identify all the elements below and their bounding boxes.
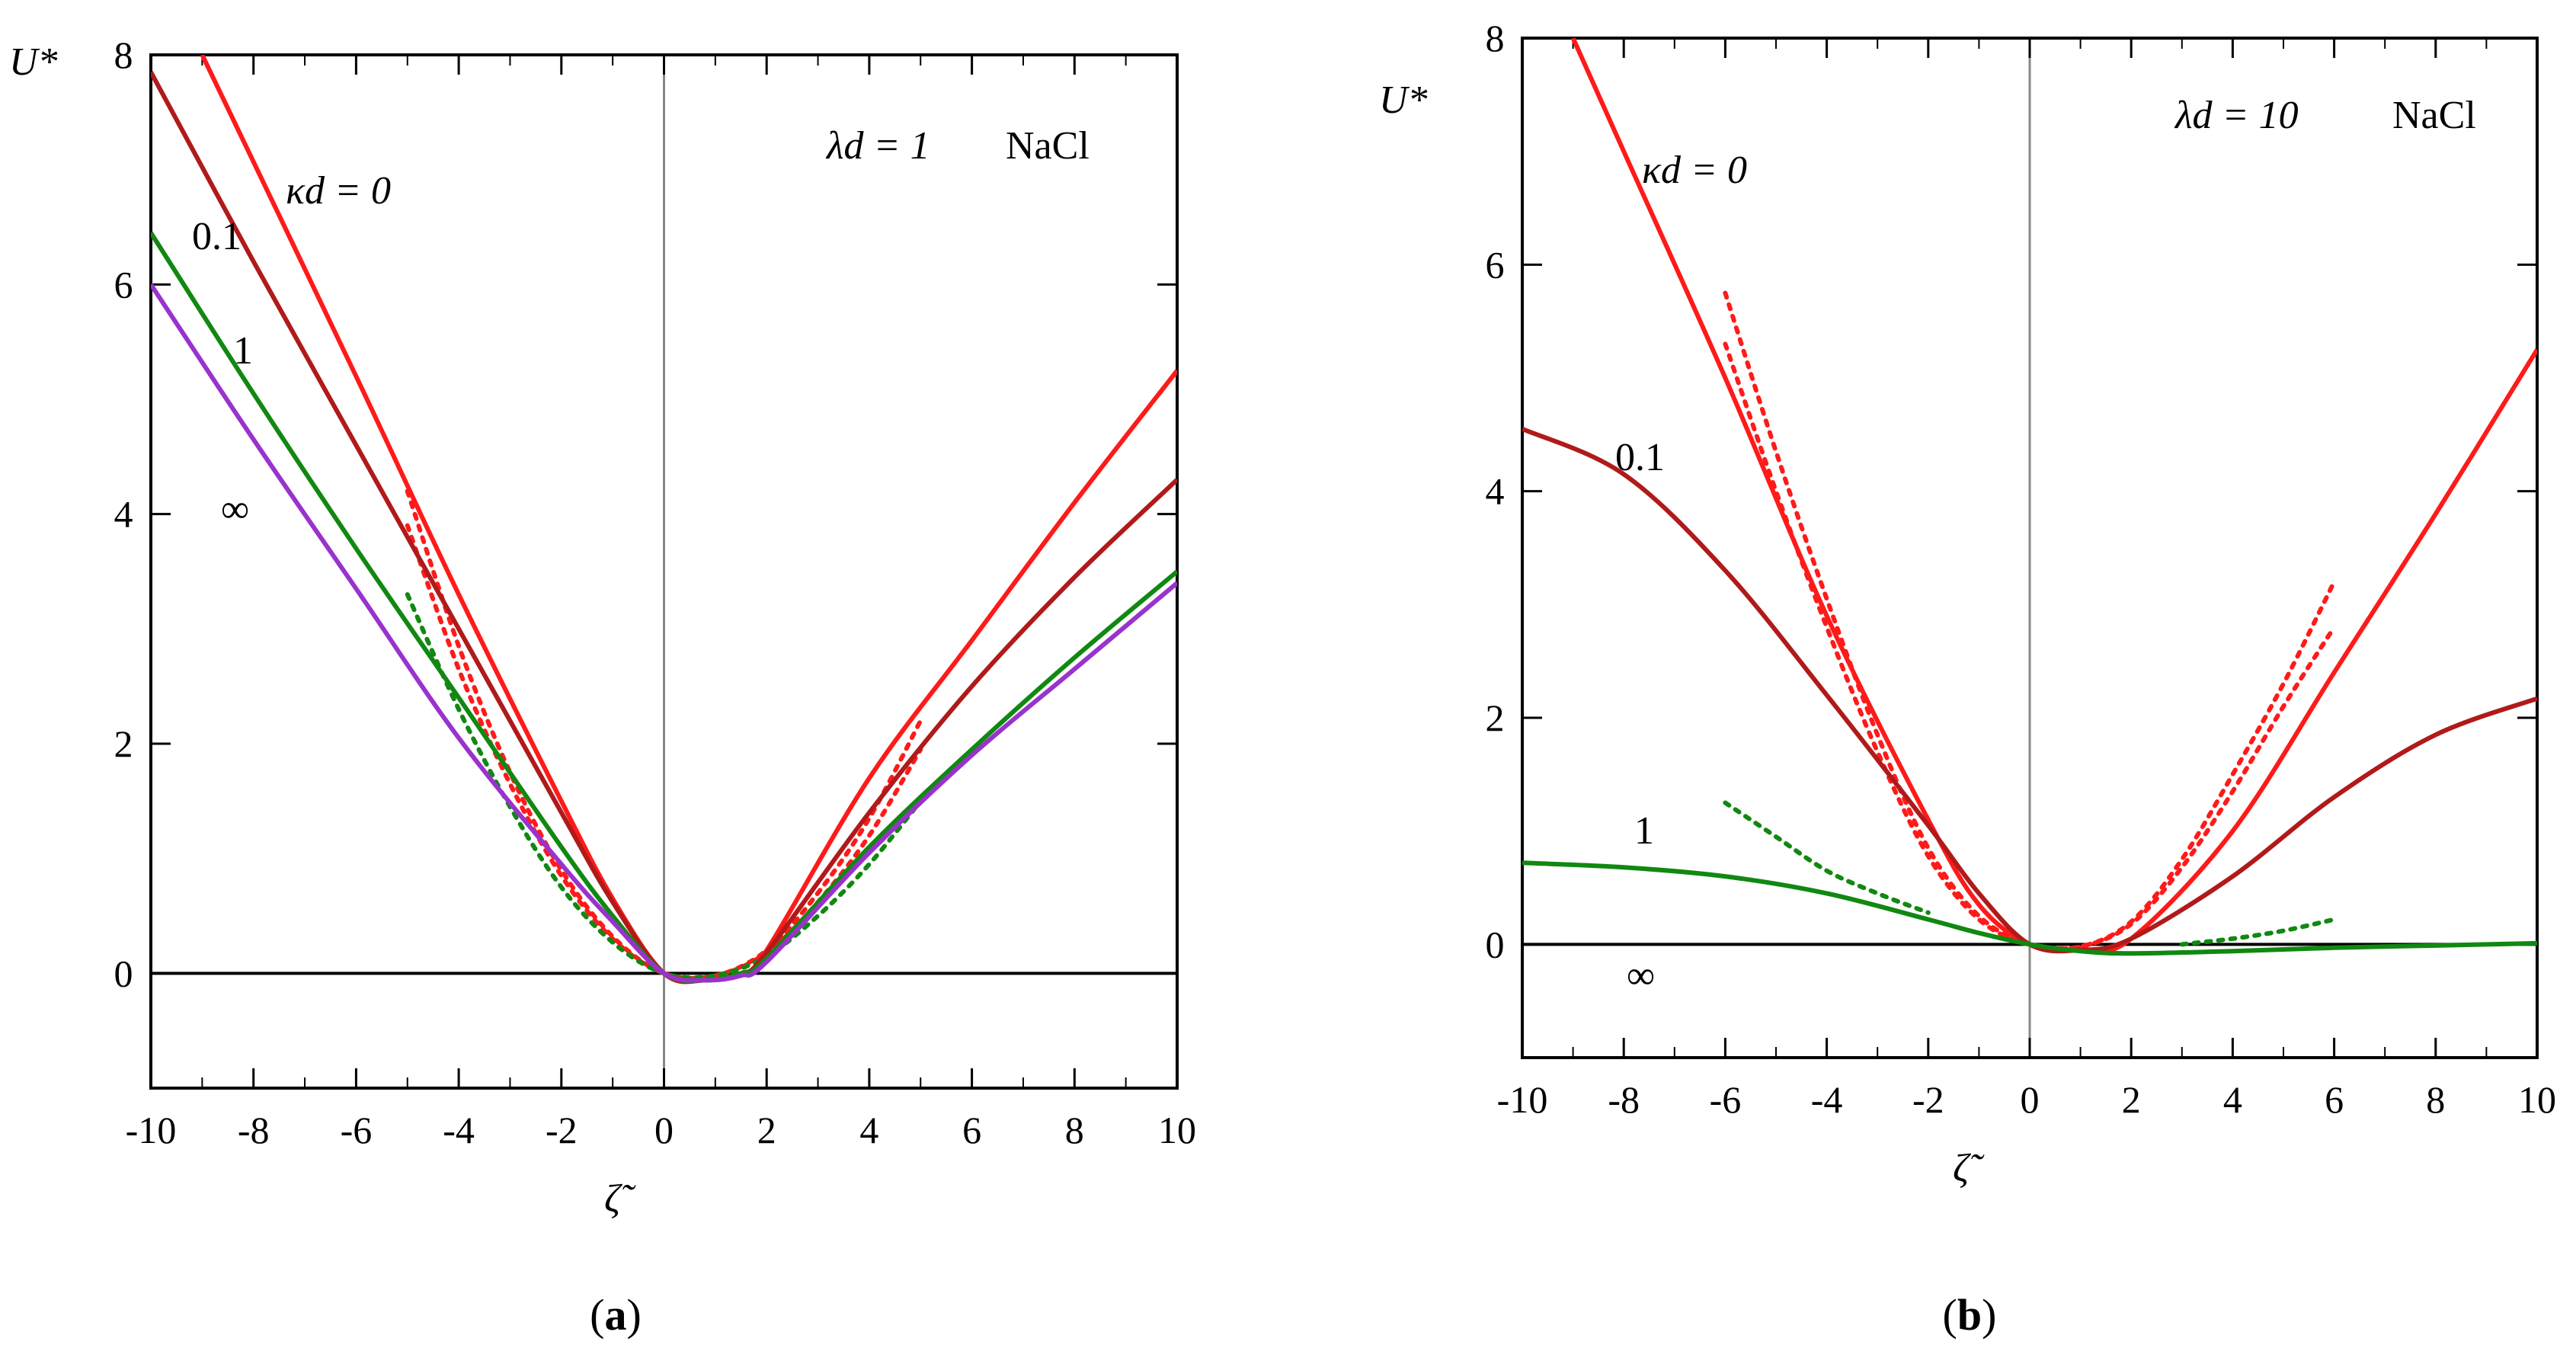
ion-label-b: NaCl <box>2392 94 2476 137</box>
y-tick-label: 8 <box>114 34 133 76</box>
x-tick-label: -6 <box>341 1109 373 1151</box>
series-line-1 <box>1522 427 2537 954</box>
y-axis-label-a: U* <box>9 40 58 84</box>
y-tick-label: 0 <box>114 952 133 994</box>
ticks-a: -10 -8 -6 -4 -2 0 2 4 6 8 10 0 2 4 6 8 <box>114 34 1197 1151</box>
x-tick-label: 8 <box>1065 1109 1084 1151</box>
series-line-0 <box>1570 38 2537 954</box>
approximation-curves-b <box>1723 290 2337 952</box>
panel-b: -10 -8 -6 -4 -2 0 2 4 6 8 10 0 2 4 6 8 U* ζ̃ λd = 10 Na… <box>1379 17 2556 1340</box>
x-tick-label: 4 <box>2223 1078 2242 1121</box>
approximation-line-2 <box>1723 800 1931 915</box>
x-tick-label: -8 <box>1608 1078 1640 1121</box>
y-tick-label: 4 <box>1486 470 1505 513</box>
x-tick-label: -8 <box>238 1109 270 1151</box>
x-tick-label: 10 <box>2518 1078 2556 1121</box>
y-tick-label: 6 <box>114 263 133 306</box>
x-tick-label: -2 <box>546 1109 578 1151</box>
series-line-2 <box>1522 860 2537 956</box>
y-tick-label: 8 <box>1486 17 1505 59</box>
x-tick-label: -10 <box>126 1109 177 1151</box>
x-tick-label: 4 <box>859 1109 878 1151</box>
x-tick-label: -4 <box>1811 1078 1843 1121</box>
y-tick-label: 6 <box>1486 243 1505 286</box>
y-tick-label: 2 <box>1486 696 1505 739</box>
y-tick-label: 2 <box>114 722 133 765</box>
x-tick-label: -6 <box>1710 1078 1742 1121</box>
series-label-b-kd01: 0.1 <box>1615 436 1665 479</box>
x-tick-label: -2 <box>1912 1078 1944 1121</box>
series-curves-b <box>1522 38 2537 956</box>
series-label-a-kd01: 0.1 <box>192 215 242 258</box>
y-axis-label-b: U* <box>1379 78 1428 122</box>
x-axis-label-a: ζ̃ <box>604 1177 636 1221</box>
annotation-lambda-b: λd = 10 <box>2174 94 2299 137</box>
series-curves-a <box>151 55 1177 984</box>
x-tick-label: -4 <box>443 1109 475 1151</box>
y-tick-label: 4 <box>114 493 133 536</box>
approximation-line-3 <box>2179 917 2337 947</box>
x-tick-label: -10 <box>1497 1078 1548 1121</box>
x-tick-label: 0 <box>654 1109 674 1151</box>
x-tick-label: 2 <box>2122 1078 2141 1121</box>
caption-b: (b) <box>1943 1290 1997 1340</box>
x-tick-label: 8 <box>2426 1078 2445 1121</box>
approximation-line-1 <box>1723 341 2337 951</box>
approximation-line-2 <box>405 592 923 981</box>
ion-label-a: NaCl <box>1006 124 1090 168</box>
x-tick-label: 6 <box>962 1109 981 1151</box>
series-line-3 <box>151 283 1177 983</box>
series-label-b-kd1: 1 <box>1634 809 1654 853</box>
ticks-b: -10 -8 -6 -4 -2 0 2 4 6 8 10 0 2 4 6 8 <box>1486 17 2557 1121</box>
x-tick-label: 2 <box>757 1109 776 1151</box>
series-label-a-kdinf: ∞ <box>221 488 249 531</box>
annotation-lambda-a: λd = 1 <box>825 124 930 168</box>
series-label-b-kdinf: ∞ <box>1627 954 1655 997</box>
x-tick-label: 0 <box>2021 1078 2040 1121</box>
series-label-a-kd1: 1 <box>233 329 253 373</box>
series-label-a-kd0: κd = 0 <box>286 169 391 213</box>
y-tick-label: 0 <box>1486 923 1505 965</box>
x-tick-label: 10 <box>1158 1109 1196 1151</box>
series-label-b-kd0: κd = 0 <box>1642 149 1747 192</box>
panel-a: -10 -8 -6 -4 -2 0 2 4 6 8 10 0 2 4 6 8 U* ζ̃ λd = 1 NaC… <box>9 34 1196 1340</box>
caption-a: (a) <box>590 1290 642 1340</box>
x-tick-label: 6 <box>2325 1078 2344 1121</box>
x-axis-label-b: ζ̃ <box>1953 1147 1985 1190</box>
